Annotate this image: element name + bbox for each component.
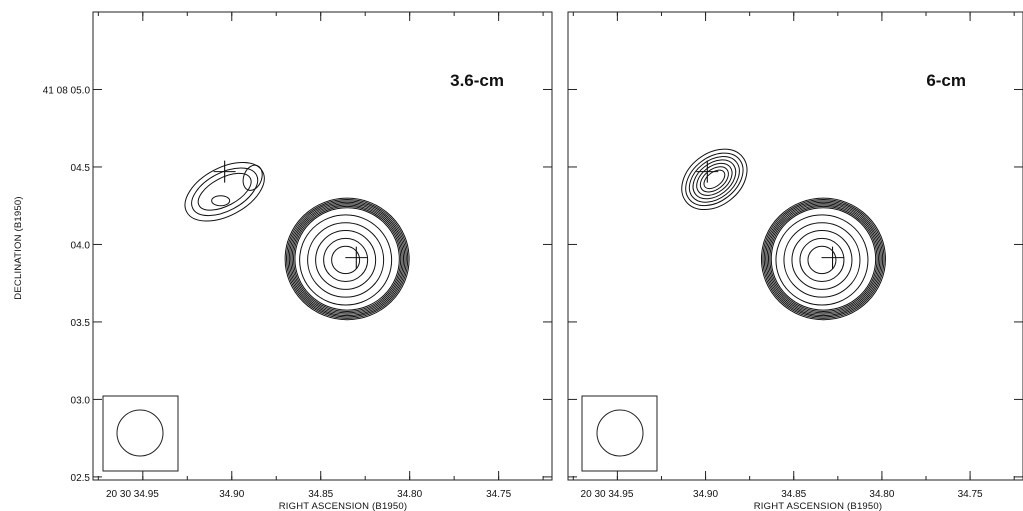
x-axis-label-left: RIGHT ASCENSION (B1950) [279, 501, 408, 511]
main-component-contours [760, 197, 886, 321]
beam-circle [596, 409, 644, 457]
contour-level [762, 199, 885, 319]
x-tick-label: 20 30 34.95 [106, 489, 159, 500]
contour-level [286, 199, 409, 319]
band-label: 6-cm [926, 71, 966, 90]
contour-level [307, 222, 385, 298]
x-tick-labels: 20 30 34.95 34.90 34.85 34.80 34.75 [581, 489, 983, 500]
panel-6cm: 20 30 34.95 34.90 34.85 34.80 34.75 6-cm [567, 11, 1023, 500]
x-tick-label: 34.75 [958, 489, 983, 500]
y-tick-label: 04.0 [71, 240, 91, 251]
position-markers [213, 160, 368, 269]
contour-level [699, 166, 729, 193]
contour-level [765, 201, 882, 317]
contour-level [770, 207, 877, 311]
x-tick-label: 34.75 [486, 489, 511, 500]
contour-level [291, 204, 403, 314]
contour-level [767, 204, 879, 314]
contour-level [703, 169, 726, 190]
contour-level [775, 214, 869, 306]
x-tick-label: 34.80 [869, 489, 894, 500]
y-tick-label: 41 08 05.0 [43, 85, 91, 96]
contour-level [760, 197, 886, 321]
contour-level [315, 230, 377, 290]
x-tick-label: 34.90 [219, 489, 244, 500]
contour-level [763, 200, 884, 318]
contour-level [685, 152, 744, 207]
compact-component-contours [184, 161, 265, 222]
plot-frame [92, 11, 553, 481]
x-tick-label: 34.90 [693, 489, 718, 500]
contour-level [184, 161, 265, 222]
contour-level [696, 162, 733, 196]
y-tick-label: 02.5 [71, 473, 91, 484]
beam-box [102, 395, 179, 472]
x-axis-label-right: RIGHT ASCENSION (B1950) [754, 501, 883, 511]
main-component-contours [284, 197, 410, 321]
contour-level [692, 159, 737, 200]
contour-level [294, 207, 400, 311]
contour-level [290, 203, 405, 315]
band-label: 3.6-cm [450, 71, 504, 90]
contour-level [191, 167, 259, 217]
y-tick-label: 03.5 [71, 318, 91, 329]
x-tick-label: 34.85 [308, 489, 333, 500]
x-tick-label: 34.85 [781, 489, 806, 500]
contour-level [293, 205, 402, 312]
contour-level [807, 245, 837, 275]
y-tick-label: 03.0 [71, 395, 91, 406]
y-tick-labels: 41 08 05.0 04.5 04.0 03.5 03.0 02.5 [43, 85, 91, 483]
contour-level [783, 222, 861, 298]
plot-frame [567, 11, 1023, 481]
contour-level [688, 156, 740, 203]
tick-marks [93, 12, 552, 480]
contour-peak [242, 164, 263, 191]
y-tick-label: 04.5 [71, 163, 91, 174]
contour-level [331, 245, 361, 275]
contour-level [287, 200, 407, 318]
compact-component-contours [681, 148, 748, 211]
contour-level [791, 230, 853, 290]
contour-level [197, 172, 252, 211]
contour-level [681, 148, 748, 211]
contour-level [284, 197, 410, 321]
x-tick-labels: 20 30 34.95 34.90 34.85 34.80 34.75 [106, 489, 512, 500]
tick-marks [568, 12, 1023, 480]
contour-level [766, 203, 881, 315]
contour-level [799, 237, 845, 283]
contour-level [288, 201, 406, 317]
contour-peak [211, 195, 231, 207]
x-tick-label: 20 30 34.95 [581, 489, 634, 500]
beam-box [581, 395, 658, 472]
x-tick-label: 34.80 [397, 489, 422, 500]
contour-level [299, 214, 393, 306]
y-axis-label: DECLINATION (B1950) [13, 196, 24, 299]
position-markers [696, 160, 844, 269]
panel-3-6cm: 41 08 05.0 04.5 04.0 03.5 03.0 02.5 20 30 34.… [43, 11, 553, 500]
contour-level [769, 205, 878, 312]
beam-circle [116, 409, 164, 457]
contour-level [323, 237, 369, 283]
